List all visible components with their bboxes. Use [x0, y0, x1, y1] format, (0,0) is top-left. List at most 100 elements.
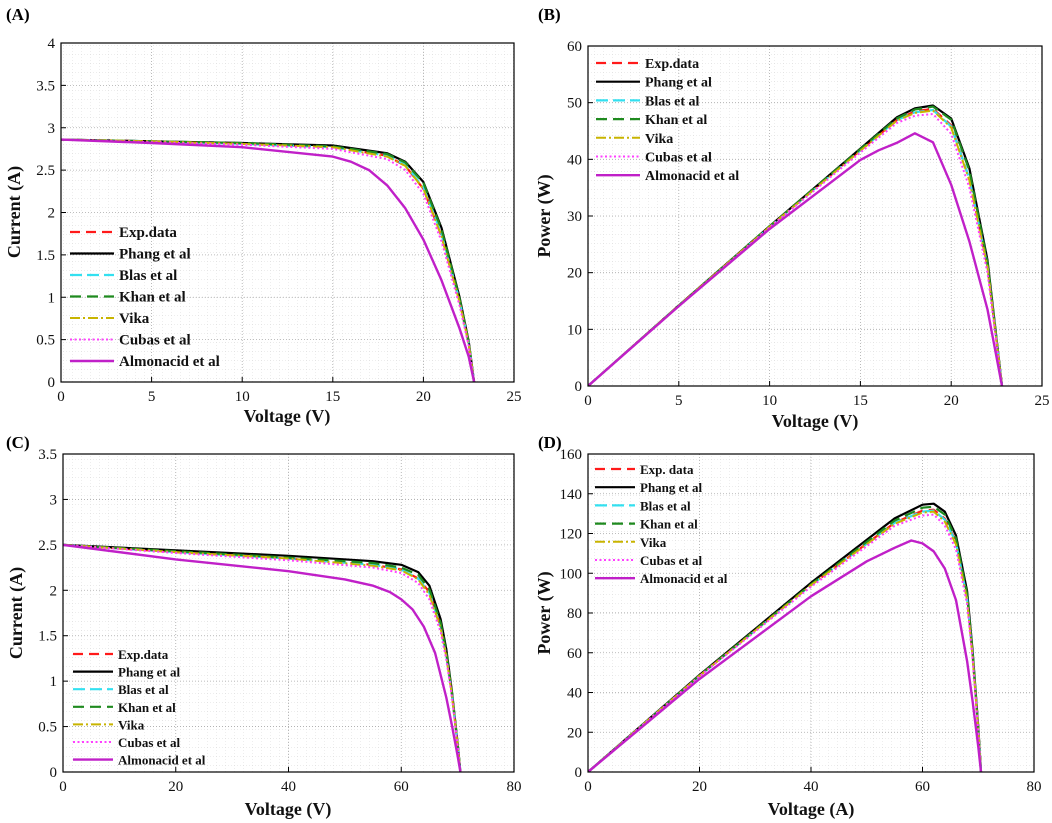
legend-label-khan: Khan et al — [640, 517, 698, 532]
x-axis-label: Voltage (V) — [772, 411, 859, 432]
legend-label-blas: Blas et al — [640, 498, 691, 513]
minor-grid — [61, 43, 514, 382]
y-tick-label: 1 — [48, 290, 56, 306]
y-tick-label: 2.5 — [38, 538, 57, 554]
x-tick-label: 60 — [915, 779, 930, 795]
series-line-cubas — [61, 138, 476, 382]
x-tick-label: 10 — [762, 393, 777, 409]
x-tick-label: 60 — [394, 779, 409, 795]
y-tick-label: 0 — [575, 765, 583, 781]
chart-panel-4: 0 20 40 60 80 0 20 40 60 80 100 120 140 160 Exp. data P… — [534, 433, 1042, 820]
x-tick-label: 80 — [1027, 779, 1042, 795]
y-tick-label: 3 — [48, 121, 56, 137]
series-line-almonacid — [61, 138, 476, 382]
y-tick-label: 100 — [560, 566, 583, 582]
x-tick-label: 20 — [168, 779, 183, 795]
legend-label-vika: Vika — [645, 132, 673, 147]
x-tick-label: 15 — [325, 389, 340, 405]
y-axis-label: Power (W) — [534, 571, 555, 654]
x-tick-label: 0 — [584, 393, 592, 409]
y-tick-label: 20 — [567, 725, 582, 741]
legend-label-phang: Phang et al — [118, 665, 181, 680]
x-tick-label: 0 — [584, 779, 592, 795]
chart-panel-2: 0 5 10 15 20 25 0 10 20 30 40 50 60 Exp.data Phang et … — [534, 5, 1050, 432]
legend-label-vika: Vika — [118, 717, 145, 732]
plot-frame — [587, 45, 1043, 387]
legend-label-exp: Exp.data — [118, 647, 169, 662]
y-tick-label: 80 — [567, 606, 582, 622]
x-tick-label: 20 — [416, 389, 431, 405]
series-group — [61, 138, 476, 382]
y-tick-label: 0 — [575, 379, 583, 395]
x-tick-label: 5 — [675, 393, 683, 409]
series-line-vika — [588, 510, 982, 772]
y-tick-label: 0 — [48, 375, 56, 391]
legend-label-vika: Vika — [119, 311, 150, 327]
legend-label-exp: Exp.data — [119, 225, 177, 241]
legend-label-phang: Phang et al — [119, 247, 191, 263]
series-line-cubas — [63, 543, 462, 772]
legend-label-phang: Phang et al — [640, 480, 703, 495]
legend-label-cubas: Cubas et al — [118, 735, 181, 750]
y-tick-label: 0 — [50, 765, 58, 781]
plot-frame — [60, 42, 515, 383]
legend-label-blas: Blas et al — [118, 682, 169, 697]
y-tick-label: 3.5 — [38, 447, 57, 463]
y-tick-label: 40 — [567, 686, 582, 702]
x-tick-label: 10 — [235, 389, 250, 405]
legend-label-almonacid: Almonacid et al — [119, 354, 220, 370]
legend-label-cubas: Cubas et al — [645, 151, 712, 166]
x-axis-label: Voltage (V) — [244, 406, 331, 427]
y-tick-label: 140 — [560, 487, 583, 503]
x-axis-label: Voltage (V) — [245, 799, 332, 820]
panel-label: (A) — [6, 5, 30, 24]
series-line-almonacid — [63, 543, 462, 772]
legend-label-khan: Khan et al — [645, 113, 707, 128]
y-tick-label: 4 — [48, 36, 56, 52]
y-tick-label: 1 — [50, 674, 58, 690]
plot-frame — [587, 453, 1035, 773]
panel-label: (B) — [538, 5, 561, 24]
y-tick-label: 60 — [567, 646, 582, 662]
legend-label-khan: Khan et al — [119, 290, 186, 306]
legend-label-exp: Exp.data — [645, 57, 699, 72]
legend-label-khan: Khan et al — [118, 700, 176, 715]
y-tick-label: 30 — [567, 209, 582, 225]
series-line-almonacid — [588, 132, 1004, 386]
y-tick-label: 2 — [50, 583, 58, 599]
y-tick-label: 0.5 — [36, 333, 55, 349]
x-tick-label: 15 — [853, 393, 868, 409]
y-axis-label: Power (W) — [534, 174, 555, 257]
legend-label-blas: Blas et al — [645, 94, 700, 109]
x-axis-label: Voltage (A) — [768, 799, 855, 820]
x-tick-label: 5 — [148, 389, 156, 405]
x-tick-label: 20 — [944, 393, 959, 409]
series-line-khan — [588, 105, 1004, 386]
y-axis-label: Current (A) — [6, 567, 27, 659]
y-tick-label: 20 — [567, 266, 582, 282]
panel-label: (D) — [538, 433, 562, 452]
panel-label: (C) — [6, 433, 30, 452]
chart-panel-1: 0 5 10 15 20 25 0 0.5 1 1.5 2 2.5 3 3.5 4 Exp.data Phang… — [4, 5, 522, 427]
x-tick-label: 20 — [692, 779, 707, 795]
series-group — [588, 502, 983, 772]
series-line-cubas — [588, 513, 982, 772]
x-tick-label: 40 — [804, 779, 819, 795]
y-axis-label: Current (A) — [4, 166, 25, 258]
x-tick-label: 80 — [507, 779, 522, 795]
legend: Exp.data Phang et al Blas et al Khan et al V… — [73, 647, 206, 768]
series-line-almonacid — [588, 539, 983, 772]
y-tick-label: 40 — [567, 152, 582, 168]
y-tick-label: 1.5 — [36, 248, 55, 264]
y-tick-label: 160 — [560, 447, 583, 463]
y-tick-label: 1.5 — [38, 629, 57, 645]
legend-label-almonacid: Almonacid et al — [640, 571, 728, 586]
x-tick-label: 25 — [1035, 393, 1050, 409]
series-line-vika — [61, 138, 476, 382]
legend: Exp. data Phang et al Blas et al Khan et al… — [595, 462, 728, 586]
x-tick-label: 0 — [59, 779, 67, 795]
y-tick-label: 0.5 — [38, 720, 57, 736]
legend-label-exp: Exp. data — [640, 462, 694, 477]
legend-label-vika: Vika — [640, 535, 667, 550]
